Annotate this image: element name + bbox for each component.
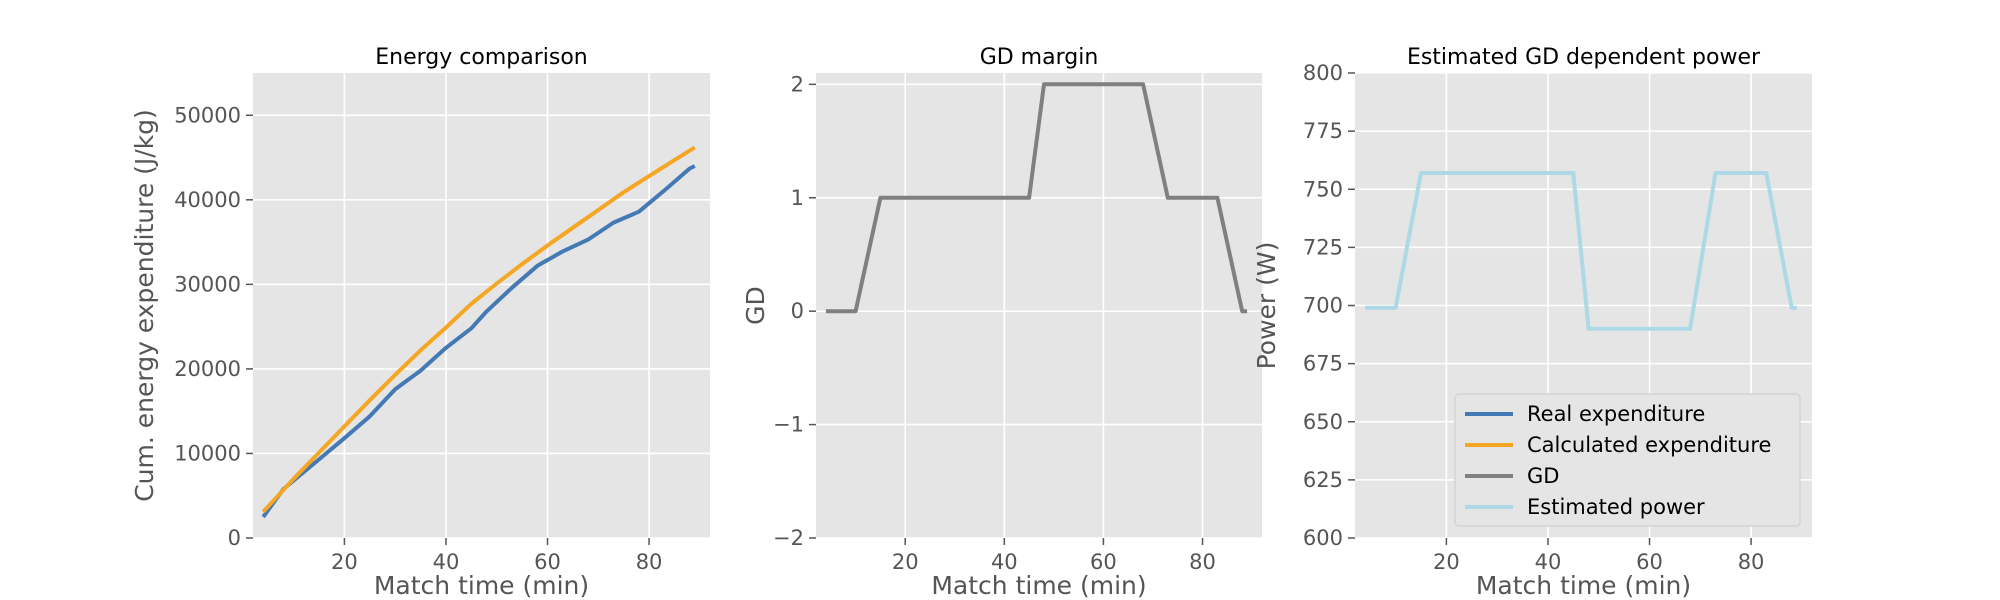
y-tick-label: 600 bbox=[1303, 526, 1343, 550]
chart-title: GD margin bbox=[980, 45, 1099, 70]
legend: Real expenditure Calculated expenditure GD… bbox=[1454, 393, 1801, 527]
y-tick-label: 2 bbox=[791, 72, 804, 96]
chart-panel-3: 20 40 60 80 600 625 650 675 700 725 750 775 800 Estim… bbox=[1252, 45, 1812, 600]
x-tick-label: 60 bbox=[534, 550, 561, 574]
series-line-estimated-power bbox=[1365, 171, 1797, 331]
y-tick-label: 750 bbox=[1303, 177, 1343, 201]
y-tick-label: 650 bbox=[1303, 410, 1343, 434]
x-tick-label: 40 bbox=[991, 550, 1018, 574]
y-tick-label: 700 bbox=[1303, 294, 1343, 318]
x-tick-label: 60 bbox=[1636, 550, 1663, 574]
x-tick-label: 60 bbox=[1090, 550, 1117, 574]
y-axis-label: GD bbox=[741, 286, 770, 325]
y-tick-label: 725 bbox=[1303, 235, 1343, 259]
x-tick-label: 80 bbox=[1738, 550, 1765, 574]
series-line-real-expenditure bbox=[261, 164, 696, 519]
x-tick-label: 40 bbox=[1535, 550, 1562, 574]
y-tick-label: 10000 bbox=[174, 441, 241, 465]
legend-box bbox=[1454, 393, 1801, 527]
chart-title: Estimated GD dependent power bbox=[1407, 45, 1761, 70]
x-tick-label: 80 bbox=[636, 550, 663, 574]
y-tick-label: 800 bbox=[1303, 61, 1343, 85]
legend-label: GD bbox=[1527, 464, 1559, 488]
y-tick-label: 30000 bbox=[174, 272, 241, 296]
legend-label: Calculated expenditure bbox=[1527, 433, 1771, 457]
y-tick-label: 625 bbox=[1303, 468, 1343, 492]
series-line-gd bbox=[825, 82, 1248, 314]
chart-title: Energy comparison bbox=[375, 45, 587, 70]
x-axis-label: Match time (min) bbox=[374, 571, 589, 600]
y-tick-label: 40000 bbox=[174, 188, 241, 212]
x-tick-label: 80 bbox=[1189, 550, 1216, 574]
y-tick-label: −1 bbox=[773, 413, 804, 437]
legend-label: Real expenditure bbox=[1527, 402, 1705, 426]
y-axis-label: Power (W) bbox=[1252, 242, 1281, 370]
chart-panel-2: 20 40 60 80 −2 −1 0 1 2 GD margin Match time (min)… bbox=[741, 45, 1262, 600]
x-axis-label: Match time (min) bbox=[931, 571, 1146, 600]
y-tick-label: 775 bbox=[1303, 119, 1343, 143]
y-axis-label: Cum. energy expenditure (J/kg) bbox=[130, 109, 159, 502]
chart-panel-1: 20 40 60 80 0 10000 20000 30000 40000 50000 Energy… bbox=[130, 45, 710, 600]
y-tick-label: 675 bbox=[1303, 352, 1343, 376]
series-line-calculated-expenditure bbox=[261, 145, 696, 514]
y-tick-label: 20000 bbox=[174, 357, 241, 381]
x-axis-label: Match time (min) bbox=[1476, 571, 1691, 600]
plot-area bbox=[816, 73, 1262, 538]
x-tick-label: 40 bbox=[433, 550, 460, 574]
y-tick-label: 0 bbox=[791, 299, 804, 323]
x-tick-label: 20 bbox=[892, 550, 919, 574]
y-tick-label: 50000 bbox=[174, 103, 241, 127]
y-tick-label: 0 bbox=[228, 526, 241, 550]
x-tick-label: 20 bbox=[331, 550, 358, 574]
y-tick-label: −2 bbox=[773, 526, 804, 550]
plot-area bbox=[253, 73, 710, 538]
legend-label: Estimated power bbox=[1527, 495, 1705, 519]
y-tick-label: 1 bbox=[791, 186, 804, 210]
x-tick-label: 20 bbox=[1433, 550, 1460, 574]
